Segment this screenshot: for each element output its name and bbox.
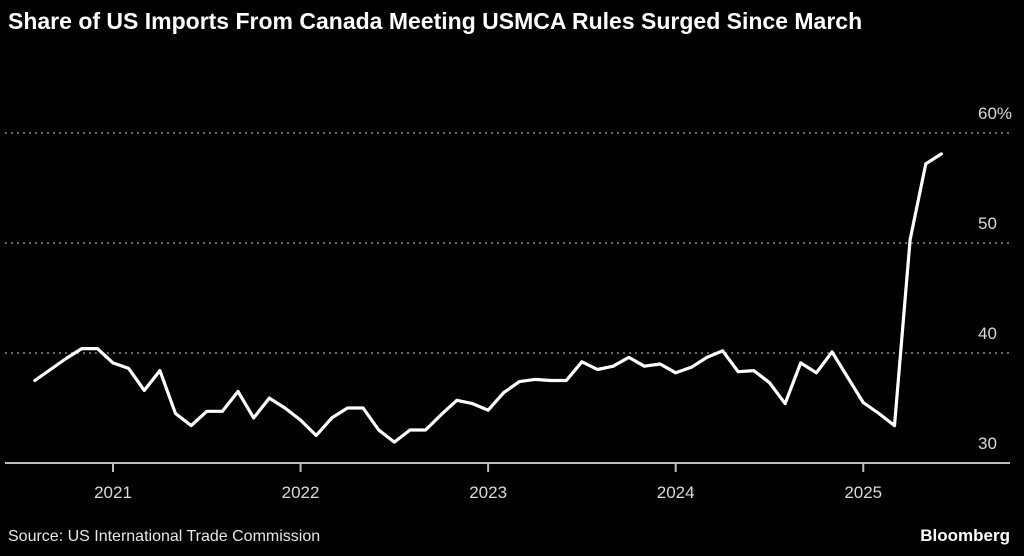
data-point	[830, 350, 834, 354]
data-point	[643, 364, 646, 368]
data-point	[455, 398, 459, 402]
data-point	[564, 379, 568, 382]
source-note: Source: US International Trade Commissio…	[8, 528, 321, 545]
x-tick-label: 2022	[282, 483, 320, 502]
data-point	[189, 424, 193, 427]
data-point	[674, 371, 678, 375]
data-point	[486, 408, 490, 412]
data-point	[846, 375, 850, 379]
data-point	[111, 361, 115, 365]
x-tick-label: 2025	[844, 483, 882, 502]
y-tick-label: 30	[978, 434, 997, 453]
data-point	[658, 362, 662, 366]
data-point	[580, 360, 584, 364]
data-point	[721, 349, 724, 353]
data-point	[768, 381, 771, 385]
data-point	[408, 428, 412, 432]
data-point	[49, 368, 52, 371]
x-tick-label: 2021	[94, 483, 132, 502]
y-tick-label: 60%	[978, 104, 1012, 123]
data-point	[549, 379, 553, 382]
chart-title: Share of US Imports From Canada Meeting …	[8, 8, 863, 34]
data-point	[533, 378, 537, 381]
data-point	[361, 406, 365, 410]
data-point	[814, 371, 818, 375]
data-point	[330, 416, 334, 420]
data-point	[705, 356, 709, 359]
data-point	[80, 347, 84, 350]
x-tick-label: 2023	[469, 483, 507, 502]
data-point	[627, 356, 631, 359]
data-point	[299, 418, 302, 422]
data-point	[517, 380, 521, 383]
data-point	[783, 402, 787, 405]
series-line	[33, 152, 944, 444]
data-point	[908, 238, 912, 242]
data-point	[439, 413, 443, 416]
data-point	[64, 357, 68, 360]
data-point	[471, 402, 474, 405]
data-point	[314, 434, 318, 437]
data-point	[861, 401, 865, 404]
y-tick-label: 50	[978, 214, 997, 233]
data-point	[221, 409, 224, 413]
data-point	[267, 396, 271, 400]
data-point	[689, 365, 693, 369]
data-point	[346, 406, 349, 410]
data-point	[424, 428, 427, 432]
data-point	[611, 364, 615, 368]
data-point	[158, 369, 162, 372]
data-point	[33, 379, 37, 382]
data-point	[752, 369, 756, 372]
data-point	[127, 367, 131, 370]
data-point	[377, 428, 381, 432]
data-point	[142, 389, 146, 392]
x-tick-label: 2024	[657, 483, 695, 502]
data-point	[736, 370, 740, 374]
data-point	[283, 406, 287, 410]
data-point	[799, 361, 803, 365]
data-point	[205, 409, 209, 413]
data-point	[392, 440, 396, 444]
data-point	[596, 368, 599, 371]
data-point	[502, 391, 506, 394]
data-point	[877, 412, 881, 415]
data-point	[893, 424, 896, 427]
data-point	[924, 162, 928, 166]
data-point	[252, 416, 256, 420]
data-point	[236, 390, 240, 393]
data-point	[939, 152, 943, 156]
y-tick-label: 40	[978, 324, 997, 343]
bloomberg-logo: Bloomberg	[920, 526, 1010, 545]
data-point	[95, 347, 99, 350]
data-point	[174, 412, 177, 415]
